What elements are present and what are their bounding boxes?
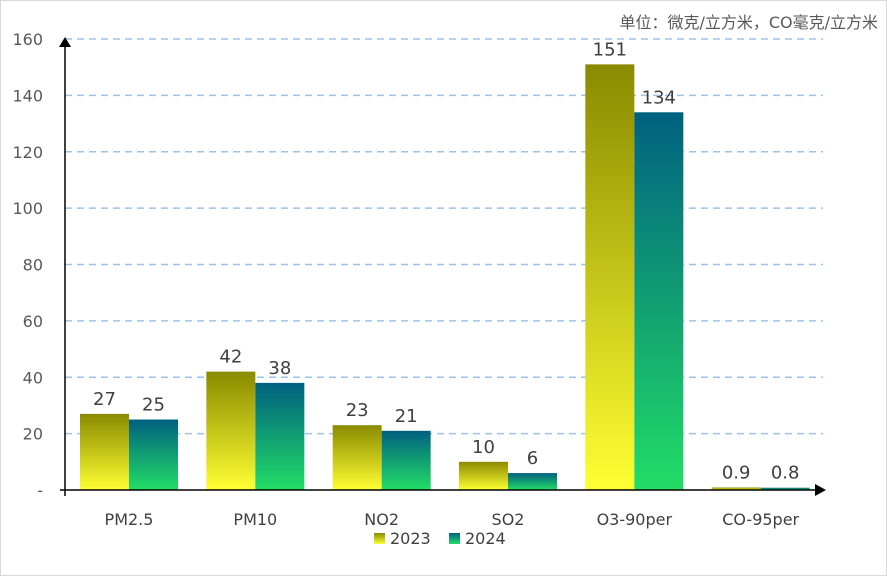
bar-2023-PM10 xyxy=(206,371,256,490)
data-label: 0.8 xyxy=(771,463,800,484)
bar-2023-SO2 xyxy=(459,461,508,490)
data-label: 6 xyxy=(527,448,538,469)
x-tick-label: CO-95per xyxy=(722,510,799,529)
bar-2024-NO2 xyxy=(381,430,431,490)
axes: - 20 40 60 80 100 120 140 160 PM2.5 PM10 NO2 SO2 O3-9… xyxy=(12,30,826,529)
y-tick-label: 160 xyxy=(12,30,43,49)
data-label: 23 xyxy=(346,400,369,421)
bar-2023-O3-90per xyxy=(585,64,635,491)
data-label: 10 xyxy=(472,437,495,458)
x-tick-label: NO2 xyxy=(364,510,399,529)
legend-label: 2023 xyxy=(390,529,431,548)
bar-2024-PM2.5 xyxy=(129,419,178,490)
bar-2023-PM2.5 xyxy=(80,413,129,490)
bar-2023-NO2 xyxy=(332,425,382,490)
data-label: 0.9 xyxy=(722,462,751,483)
legend-swatch xyxy=(374,533,385,544)
bar-2024-SO2 xyxy=(508,473,557,490)
data-label: 42 xyxy=(219,347,242,368)
data-label: 21 xyxy=(395,406,418,427)
y-tick-label: - xyxy=(37,481,43,500)
y-tick-label: 120 xyxy=(12,143,43,162)
bar-2024-O3-90per xyxy=(634,112,684,490)
x-tick-label: PM10 xyxy=(233,510,277,529)
bar-2024-PM10 xyxy=(255,382,305,490)
legend-label: 2024 xyxy=(465,529,506,548)
y-axis-arrow xyxy=(59,37,71,47)
grid-lines xyxy=(65,38,823,435)
data-label: 134 xyxy=(642,87,676,108)
y-tick-label: 40 xyxy=(23,368,43,387)
y-tick-label: 20 xyxy=(23,425,43,444)
legend: 2023 2024 xyxy=(374,529,506,548)
bar-2024-CO-95per xyxy=(760,487,810,490)
bar-2023-CO-95per xyxy=(711,487,761,490)
data-label: 25 xyxy=(142,395,165,416)
y-tick-label: 60 xyxy=(23,312,43,331)
y-tick-label: 100 xyxy=(12,199,43,218)
unit-note: 单位：微克/立方米，CO毫克/立方米 xyxy=(619,13,878,32)
x-tick-label: O3-90per xyxy=(597,510,673,529)
x-tick-label: SO2 xyxy=(492,510,525,529)
y-tick-label: 140 xyxy=(12,86,43,105)
x-axis-arrow xyxy=(815,484,826,496)
legend-swatch xyxy=(449,533,460,544)
x-tick-label: PM2.5 xyxy=(105,510,154,529)
data-labels: 27 25 42 38 23 21 10 6 151 134 0.9 0.8 xyxy=(93,39,799,483)
data-label: 27 xyxy=(93,389,116,410)
data-label: 151 xyxy=(593,39,627,60)
bars xyxy=(80,64,810,491)
y-tick-label: 80 xyxy=(23,256,43,275)
data-label: 38 xyxy=(268,358,291,379)
